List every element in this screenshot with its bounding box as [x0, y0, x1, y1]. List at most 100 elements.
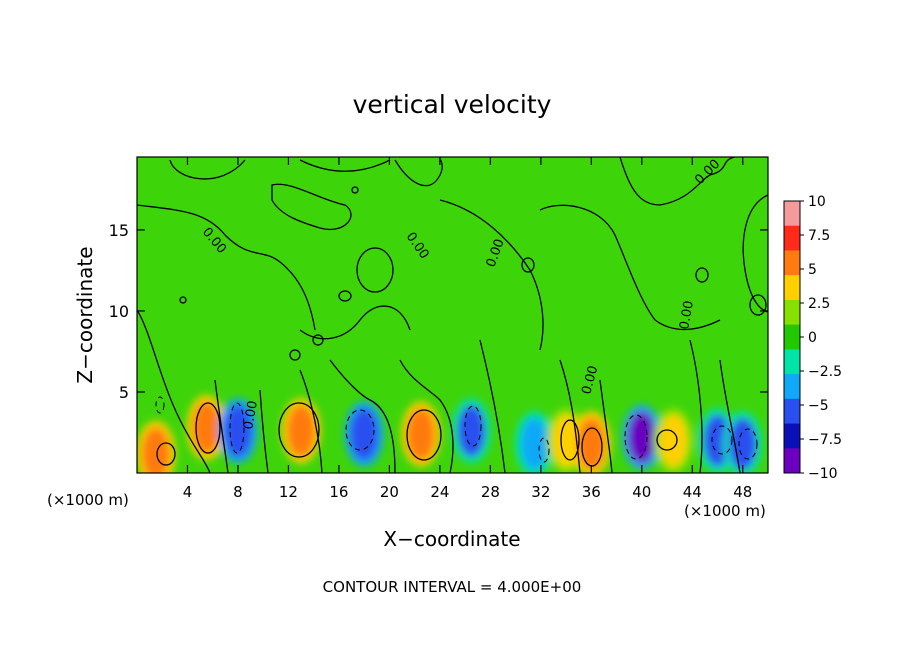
contour-line — [539, 204, 721, 331]
colorbar-swatch — [784, 423, 800, 449]
contour-line — [169, 159, 246, 180]
contour-loop — [695, 267, 709, 283]
negative-contour — [738, 428, 758, 460]
field-extremum — [141, 427, 170, 473]
contour-line — [299, 369, 323, 473]
colorbar-tick-label: 7.5 — [808, 228, 830, 244]
plot-area: 0.00 0.00 0.00 0.00 0.00 0.00 0.00 4 8 12 1… — [109, 156, 769, 501]
contour-line — [559, 359, 581, 473]
contour-loop — [278, 402, 320, 458]
contour-line — [479, 339, 506, 473]
colorbar-swatch — [784, 299, 800, 326]
colorbar-swatch — [784, 225, 800, 251]
colorbar-tick-label: −10 — [808, 466, 838, 482]
contour-loop — [560, 419, 580, 461]
colorbar-swatch — [784, 448, 800, 474]
plot-frame — [136, 156, 769, 474]
negative-contour — [711, 425, 733, 455]
contour-loop — [356, 247, 394, 293]
x-axis-ticks: 4 8 12 16 20 24 28 32 36 40 44 48 — [183, 157, 752, 501]
contour-line — [329, 359, 396, 473]
field-extremum — [457, 404, 486, 457]
y-tick-label: 10 — [109, 302, 129, 321]
contour-line — [137, 309, 211, 473]
negative-contour — [538, 437, 550, 463]
colorbar-tick-label: 10 — [808, 194, 826, 210]
x-tick-label: 8 — [233, 483, 243, 501]
contour-label: 0.00 — [677, 300, 697, 331]
colorbar-swatch — [784, 374, 800, 400]
colorbar-tick-label: −7.5 — [808, 432, 842, 448]
contour-loop — [656, 429, 678, 451]
colorbar-swatch — [784, 398, 800, 425]
contour-line — [394, 157, 443, 187]
contour-loop — [338, 290, 352, 302]
field-extremum — [350, 408, 379, 461]
x-tick-label: 36 — [582, 483, 601, 501]
colorbar-swatch — [784, 324, 800, 350]
colorbar-swatch — [784, 201, 800, 227]
contour-label: 0.00 — [241, 400, 261, 431]
contour-line — [742, 194, 768, 313]
x-tick-label: 28 — [481, 483, 500, 501]
contour-line — [214, 379, 229, 473]
contour-line — [599, 379, 613, 473]
contour-line — [689, 339, 703, 473]
field-extremum — [406, 408, 435, 461]
chart-title: vertical velocity — [353, 90, 552, 119]
colorbar-swatch — [784, 275, 800, 301]
field-extremum — [577, 417, 606, 470]
x-tick-label: 16 — [329, 483, 348, 501]
contour-line — [271, 183, 352, 231]
velocity-field — [137, 395, 763, 473]
negative-contour — [464, 405, 482, 447]
negative-contour — [624, 414, 648, 460]
negative-contour — [155, 396, 165, 414]
negative-contour — [229, 402, 245, 454]
colorbar-tick-label: 5 — [808, 262, 817, 278]
contour-lines — [137, 157, 768, 473]
contour-loop — [406, 409, 442, 461]
contour-line — [399, 359, 454, 473]
contour-interval-note: CONTOUR INTERVAL = 4.000E+00 — [323, 578, 582, 596]
colorbar-tick-label: 0 — [808, 330, 817, 346]
contour-line — [619, 157, 736, 206]
contour-line — [137, 204, 316, 331]
colorbar: 10 7.5 5 2.5 0 −2.5 −5 −7.5 −10 — [783, 194, 842, 482]
contour-line — [259, 389, 269, 473]
contour-line — [719, 359, 741, 473]
contour-loop — [312, 334, 324, 346]
y-axis-ticks: 5 10 15 — [109, 221, 768, 402]
field-extremum — [287, 404, 316, 457]
negative-contours — [155, 396, 758, 463]
contour-label: 0.00 — [579, 364, 601, 396]
negative-contour — [345, 409, 375, 451]
contour-loop — [521, 257, 535, 273]
contour-loop — [156, 442, 176, 466]
field-extremum — [520, 417, 549, 470]
y-tick-label: 5 — [119, 383, 129, 402]
x-unit-left: (×1000 m) — [47, 491, 129, 509]
contour-loop — [195, 402, 221, 454]
colorbar-swatch — [784, 250, 800, 276]
colorbar-swatch — [784, 349, 800, 375]
contour-line — [439, 199, 544, 351]
field-extremum — [728, 417, 757, 470]
y-axis-label: Z−coordinate — [73, 246, 97, 383]
x-tick-label: 12 — [279, 483, 298, 501]
colorbar-tick-label: −2.5 — [808, 364, 842, 380]
field-extremum — [627, 411, 656, 464]
x-tick-label: 20 — [380, 483, 399, 501]
colorbar-tick-label: 2.5 — [808, 296, 830, 312]
x-tick-label: 32 — [531, 483, 550, 501]
contour-loop — [351, 186, 359, 194]
x-tick-label: 4 — [183, 483, 193, 501]
y-tick-label: 15 — [109, 221, 129, 240]
contour-line — [299, 305, 411, 340]
x-axis-label: X−coordinate — [383, 527, 520, 551]
contour-loop — [749, 294, 767, 316]
x-unit-right: (×1000 m) — [684, 502, 766, 520]
field-extremum — [659, 414, 688, 467]
field-extremum — [192, 401, 221, 454]
